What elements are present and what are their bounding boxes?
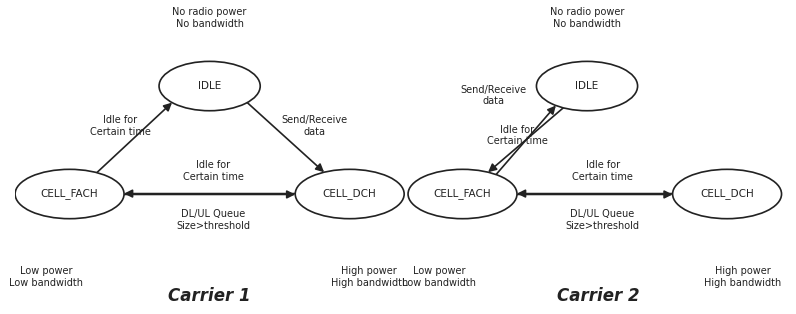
Text: Idle for
Certain time: Idle for Certain time: [90, 115, 150, 137]
Text: High power
High bandwidth: High power High bandwidth: [330, 267, 408, 288]
Text: Low power
Low bandwidth: Low power Low bandwidth: [402, 267, 476, 288]
Ellipse shape: [537, 61, 638, 111]
Text: Send/Receive
data: Send/Receive data: [461, 84, 527, 106]
Ellipse shape: [159, 61, 260, 111]
Text: No radio power
No bandwidth: No radio power No bandwidth: [550, 8, 624, 29]
Ellipse shape: [15, 169, 124, 219]
Text: Carrier 1: Carrier 1: [168, 287, 251, 305]
Text: DL/UL Queue
Size>threshold: DL/UL Queue Size>threshold: [566, 209, 639, 231]
Ellipse shape: [295, 169, 404, 219]
Text: Send/Receive
data: Send/Receive data: [282, 115, 348, 137]
Text: CELL_FACH: CELL_FACH: [41, 189, 99, 199]
Text: CELL_DCH: CELL_DCH: [700, 189, 754, 199]
Text: CELL_FACH: CELL_FACH: [434, 189, 491, 199]
Text: CELL_DCH: CELL_DCH: [323, 189, 377, 199]
Text: DL/UL Queue
Size>threshold: DL/UL Queue Size>threshold: [177, 209, 251, 231]
Text: Idle for
Certain time: Idle for Certain time: [572, 160, 633, 182]
Text: High power
High bandwidth: High power High bandwidth: [704, 267, 781, 288]
Text: IDLE: IDLE: [198, 81, 221, 91]
Text: Carrier 2: Carrier 2: [557, 287, 640, 305]
Ellipse shape: [673, 169, 782, 219]
Text: Low power
Low bandwidth: Low power Low bandwidth: [10, 267, 84, 288]
Text: IDLE: IDLE: [576, 81, 599, 91]
Ellipse shape: [408, 169, 517, 219]
Text: Idle for
Certain time: Idle for Certain time: [183, 160, 244, 182]
Text: Idle for
Certain time: Idle for Certain time: [486, 125, 548, 146]
Text: No radio power
No bandwidth: No radio power No bandwidth: [173, 8, 247, 29]
